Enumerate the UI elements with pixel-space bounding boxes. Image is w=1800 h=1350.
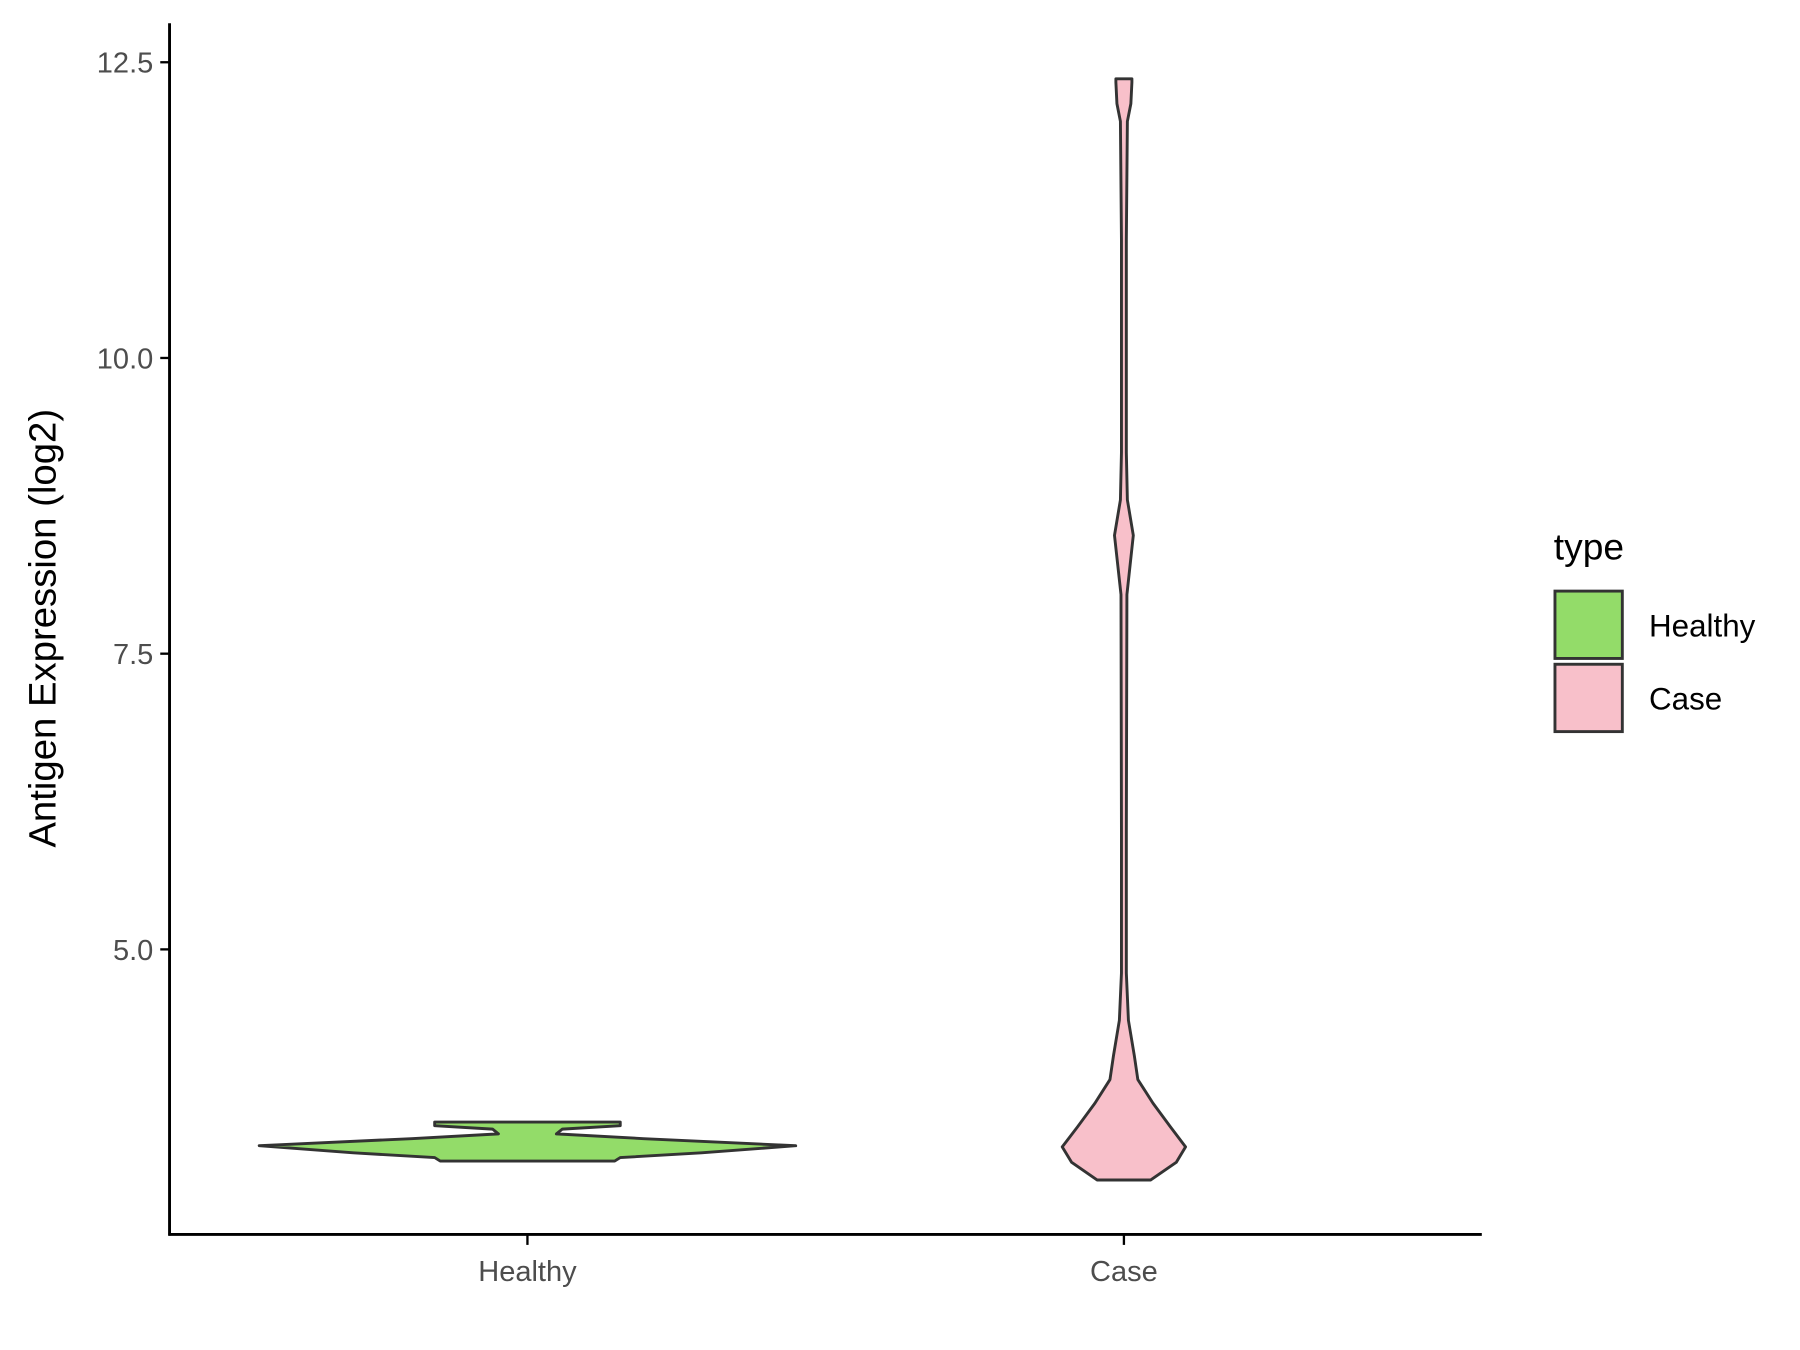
violin <box>1060 77 1188 1182</box>
violin <box>257 1120 798 1163</box>
y-axis-title: Antigen Expression (log2) <box>22 409 65 848</box>
legend-label: Healthy <box>1649 608 1756 643</box>
legend-label: Case <box>1649 682 1722 717</box>
y-tick-label: 5.0 <box>113 935 153 967</box>
legend-title: type <box>1554 526 1624 568</box>
x-tick-label: Healthy <box>478 1256 577 1288</box>
x-tick-label: Case <box>1090 1256 1158 1288</box>
legend-key <box>1553 589 1624 660</box>
y-tick-label: 7.5 <box>113 639 153 671</box>
legend-key <box>1553 662 1624 734</box>
y-tick-label: 10.0 <box>97 343 153 375</box>
y-tick-label: 12.5 <box>97 48 153 80</box>
